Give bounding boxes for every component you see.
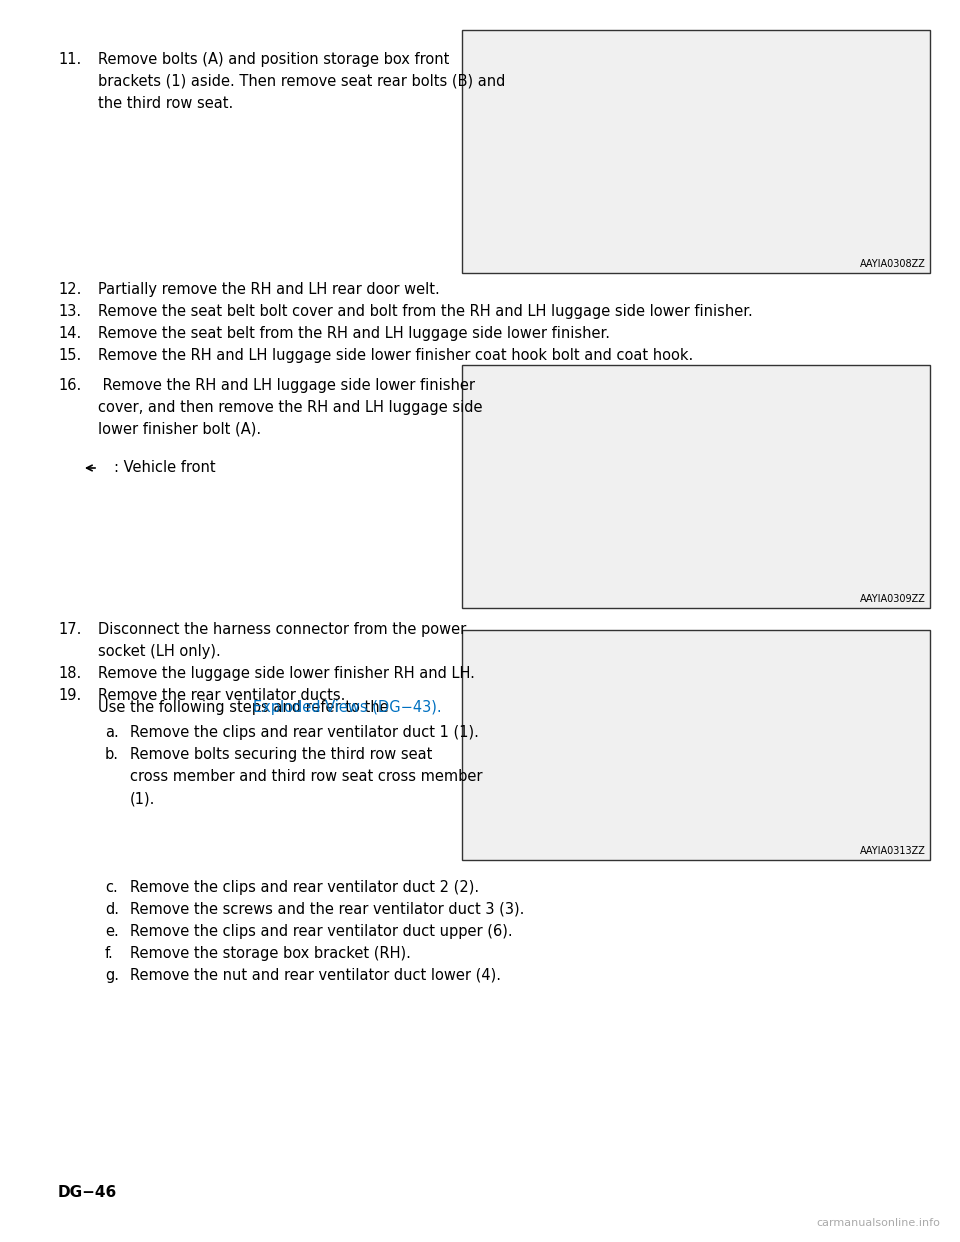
Text: Remove the rear ventilator ducts.: Remove the rear ventilator ducts. (98, 688, 346, 703)
Text: Remove the RH and LH luggage side lower finisher coat hook bolt and coat hook.: Remove the RH and LH luggage side lower … (98, 348, 693, 363)
Text: Remove the clips and rear ventilator duct upper (6).: Remove the clips and rear ventilator duc… (130, 924, 513, 939)
Text: Partially remove the RH and LH rear door welt.: Partially remove the RH and LH rear door… (98, 282, 440, 297)
Text: 14.: 14. (58, 325, 82, 342)
Text: 18.: 18. (58, 666, 82, 681)
Text: Remove bolts securing the third row seat: Remove bolts securing the third row seat (130, 746, 432, 763)
Text: Use the following steps and refer to the: Use the following steps and refer to the (98, 700, 394, 715)
Text: carmanualsonline.info: carmanualsonline.info (816, 1218, 940, 1228)
Text: Remove the clips and rear ventilator duct 2 (2).: Remove the clips and rear ventilator duc… (130, 881, 479, 895)
Text: Remove the luggage side lower finisher RH and LH.: Remove the luggage side lower finisher R… (98, 666, 475, 681)
Text: Remove the seat belt bolt cover and bolt from the RH and LH luggage side lower f: Remove the seat belt bolt cover and bolt… (98, 304, 753, 319)
Text: : Vehicle front: : Vehicle front (114, 460, 216, 474)
Text: 12.: 12. (58, 282, 82, 297)
Text: c.: c. (105, 881, 118, 895)
Text: lower finisher bolt (A).: lower finisher bolt (A). (98, 422, 261, 437)
Text: brackets (1) aside. Then remove seat rear bolts (B) and: brackets (1) aside. Then remove seat rea… (98, 75, 505, 89)
Text: 13.: 13. (58, 304, 82, 319)
Text: Disconnect the harness connector from the power: Disconnect the harness connector from th… (98, 622, 467, 637)
Text: socket (LH only).: socket (LH only). (98, 645, 221, 660)
Text: Remove bolts (A) and position storage box front: Remove bolts (A) and position storage bo… (98, 52, 449, 67)
Text: the third row seat.: the third row seat. (98, 96, 233, 111)
Text: cover, and then remove the RH and LH luggage side: cover, and then remove the RH and LH lug… (98, 400, 483, 415)
Text: Remove the seat belt from the RH and LH luggage side lower finisher.: Remove the seat belt from the RH and LH … (98, 325, 610, 342)
Text: AAYIA0308ZZ: AAYIA0308ZZ (860, 260, 926, 270)
Text: b.: b. (105, 746, 119, 763)
Text: DG−46: DG−46 (58, 1185, 117, 1200)
Text: 17.: 17. (58, 622, 82, 637)
Text: (1).: (1). (130, 791, 156, 806)
Bar (462, 365, 930, 609)
Text: AAYIA0313ZZ: AAYIA0313ZZ (860, 846, 926, 856)
Bar (462, 30, 930, 273)
Text: g.: g. (105, 968, 119, 982)
Text: Remove the clips and rear ventilator duct 1 (1).: Remove the clips and rear ventilator duc… (130, 725, 479, 740)
Text: Remove the screws and the rear ventilator duct 3 (3).: Remove the screws and the rear ventilato… (130, 902, 524, 917)
Text: 16.: 16. (58, 378, 82, 392)
Text: f.: f. (105, 946, 113, 961)
Text: 19.: 19. (58, 688, 82, 703)
Text: Exploded Views (DG−43).: Exploded Views (DG−43). (252, 700, 442, 715)
Text: d.: d. (105, 902, 119, 917)
Bar (462, 630, 930, 859)
Text: a.: a. (105, 725, 119, 740)
Text: Remove the nut and rear ventilator duct lower (4).: Remove the nut and rear ventilator duct … (130, 968, 501, 982)
Text: e.: e. (105, 924, 119, 939)
Text: cross member and third row seat cross member: cross member and third row seat cross me… (130, 769, 483, 784)
Text: AAYIA0309ZZ: AAYIA0309ZZ (860, 594, 926, 604)
Text: Remove the RH and LH luggage side lower finisher: Remove the RH and LH luggage side lower … (98, 378, 475, 392)
Text: Remove the storage box bracket (RH).: Remove the storage box bracket (RH). (130, 946, 411, 961)
Text: 15.: 15. (58, 348, 82, 363)
Text: 11.: 11. (58, 52, 82, 67)
